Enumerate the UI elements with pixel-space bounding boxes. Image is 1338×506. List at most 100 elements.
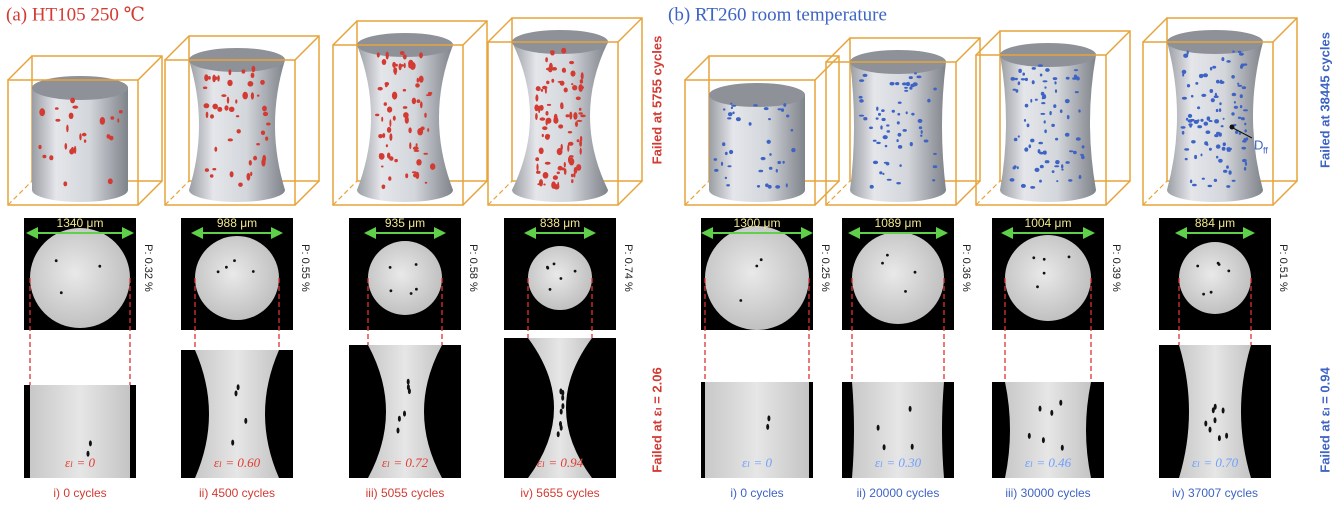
pore bbox=[567, 144, 569, 151]
pore bbox=[1061, 445, 1064, 451]
pore bbox=[382, 185, 386, 190]
pore bbox=[415, 83, 420, 87]
pore bbox=[235, 99, 237, 103]
pore bbox=[38, 145, 41, 149]
pore bbox=[878, 113, 881, 116]
pore bbox=[238, 183, 243, 187]
pore bbox=[876, 117, 879, 119]
pore bbox=[775, 185, 780, 189]
pore bbox=[1219, 108, 1221, 112]
pore bbox=[927, 99, 930, 103]
pore bbox=[242, 92, 248, 100]
box-edge bbox=[488, 181, 512, 205]
pore bbox=[1018, 81, 1021, 85]
pore bbox=[390, 289, 393, 292]
pore bbox=[885, 145, 888, 147]
pore bbox=[1190, 180, 1192, 184]
pore bbox=[579, 108, 582, 111]
porosity-label: P: 0.58 % bbox=[467, 244, 479, 292]
pore bbox=[1201, 154, 1203, 157]
pore bbox=[1216, 144, 1221, 148]
pore bbox=[881, 262, 884, 265]
pore bbox=[1059, 400, 1062, 406]
cycle-caption: iv) 37007 cycles bbox=[1172, 486, 1258, 500]
pore bbox=[1041, 102, 1045, 104]
pore bbox=[573, 173, 575, 178]
pore bbox=[1216, 80, 1220, 84]
pore bbox=[229, 107, 235, 112]
pore bbox=[1223, 118, 1225, 120]
pore bbox=[69, 113, 74, 119]
pore bbox=[727, 165, 731, 167]
pore bbox=[549, 288, 552, 291]
pore bbox=[758, 170, 763, 173]
pore bbox=[1038, 64, 1043, 67]
pore bbox=[764, 107, 769, 110]
pore bbox=[906, 111, 908, 114]
pore bbox=[898, 133, 902, 137]
pore bbox=[1210, 67, 1212, 71]
strain-label: εₗ = 0.30 bbox=[875, 455, 922, 470]
pore bbox=[1032, 67, 1036, 70]
pore bbox=[206, 112, 209, 118]
pore bbox=[883, 135, 888, 139]
pore bbox=[559, 388, 562, 394]
pore bbox=[420, 101, 423, 108]
pore bbox=[536, 86, 541, 91]
pore bbox=[534, 104, 538, 111]
pore bbox=[417, 99, 421, 103]
pore bbox=[755, 265, 758, 268]
pore bbox=[1022, 73, 1025, 76]
pore bbox=[564, 88, 568, 93]
pore bbox=[897, 113, 900, 116]
pore bbox=[1201, 94, 1206, 97]
pore bbox=[543, 172, 549, 179]
pore bbox=[1039, 406, 1042, 412]
pore bbox=[210, 114, 214, 118]
cycle-caption: i) 0 cycles bbox=[53, 486, 106, 500]
pore bbox=[204, 74, 208, 81]
pore bbox=[205, 168, 209, 172]
pore bbox=[424, 113, 426, 118]
pore bbox=[256, 143, 260, 145]
pore bbox=[403, 411, 406, 417]
pore bbox=[1042, 96, 1044, 99]
page: {"panels": [ {"title": "(a) HT105 250 ℃"… bbox=[0, 0, 1338, 506]
pore bbox=[576, 97, 581, 101]
pore bbox=[1231, 75, 1235, 79]
pore bbox=[262, 155, 266, 162]
specimen-column: 1340 μmP: 0.32 %εₗ = 0i) 0 cycles bbox=[8, 56, 162, 500]
pore bbox=[1204, 421, 1207, 427]
pore bbox=[1242, 86, 1246, 89]
pore bbox=[557, 148, 563, 155]
pore bbox=[580, 148, 582, 155]
pore bbox=[257, 95, 260, 97]
pore bbox=[386, 52, 389, 60]
pore bbox=[252, 66, 256, 72]
pore bbox=[869, 127, 873, 130]
pore bbox=[1054, 81, 1056, 84]
pore bbox=[1051, 124, 1055, 127]
pore bbox=[714, 169, 718, 172]
pore bbox=[566, 114, 570, 117]
pore bbox=[887, 130, 891, 133]
pore bbox=[1040, 165, 1044, 168]
pore bbox=[423, 153, 428, 155]
pore bbox=[553, 175, 558, 180]
specimen-column: 838 μmP: 0.74 %εₗ = 0.94iv) 5655 cycles bbox=[488, 18, 642, 500]
pore bbox=[560, 277, 563, 280]
pore bbox=[783, 103, 786, 107]
pore bbox=[782, 161, 784, 164]
pore bbox=[920, 135, 922, 137]
pore bbox=[1197, 106, 1200, 109]
pore bbox=[251, 92, 254, 99]
pore bbox=[1076, 76, 1079, 79]
pore bbox=[725, 177, 727, 179]
pore bbox=[1188, 119, 1193, 123]
pore bbox=[870, 185, 874, 189]
pore bbox=[217, 107, 222, 112]
pore bbox=[39, 108, 45, 116]
pore bbox=[1043, 80, 1048, 82]
pore bbox=[879, 171, 882, 174]
pore bbox=[1209, 148, 1212, 151]
